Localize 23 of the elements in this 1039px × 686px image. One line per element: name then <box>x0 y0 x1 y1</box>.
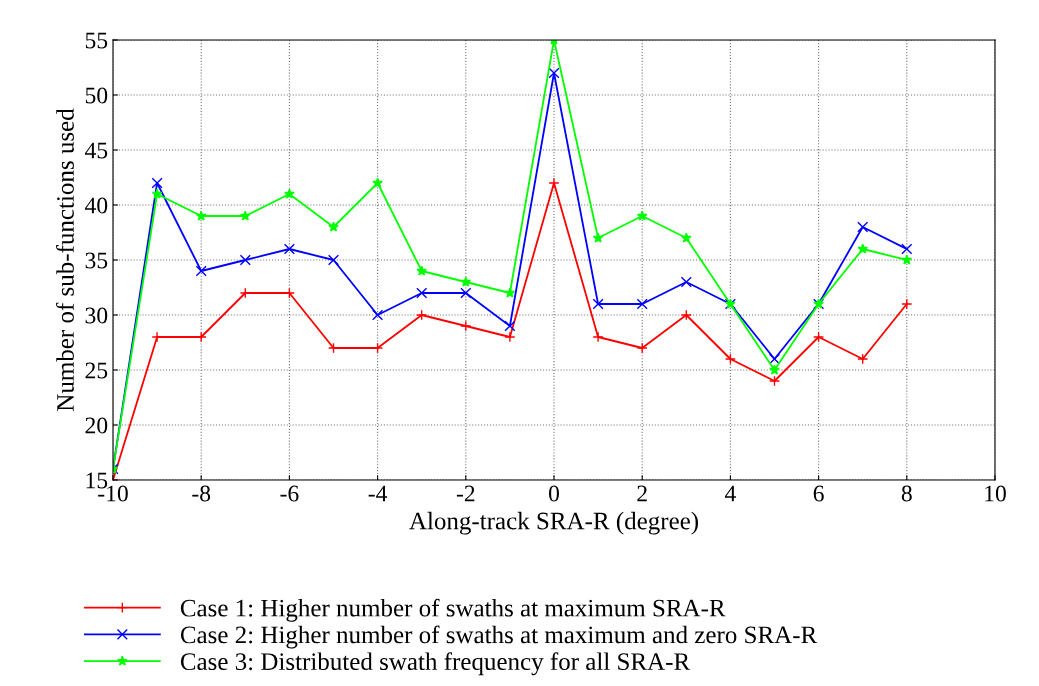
legend-label: Case 1: Higher number of swaths at maximum SRA-R <box>180 598 726 622</box>
y-axis-title: Number of sub-functions used <box>56 108 74 411</box>
y-tick-label: 40 <box>84 197 108 214</box>
y-tick-label: 45 <box>84 142 108 159</box>
x-tick-label: -4 <box>368 485 388 502</box>
y-tick-label: 25 <box>85 362 108 379</box>
x-tick-label: 10 <box>985 485 1006 502</box>
y-tick-label: 35 <box>85 252 108 269</box>
x-tick-label: 2 <box>637 485 647 502</box>
y-tick-label: 50 <box>85 87 108 104</box>
x-tick-label: 8 <box>901 485 912 502</box>
legend-label: Case 3: Distributed swath frequency for all SRA-R <box>180 652 691 676</box>
y-tick-label: 20 <box>85 417 108 434</box>
x-tick-label: -8 <box>192 485 211 502</box>
x-tick-label: -2 <box>456 485 475 502</box>
x-axis-title: Along-track SRA-R (degree) <box>409 511 698 535</box>
x-tick-label: 4 <box>724 485 736 502</box>
legend-label: Case 2: Higher number of swaths at maximum and zero SRA-R <box>180 625 818 649</box>
x-tick-label: 0 <box>549 485 559 502</box>
y-tick-label: 30 <box>85 307 108 324</box>
x-tick-label: 6 <box>813 485 824 502</box>
x-tick-label: -6 <box>280 485 299 502</box>
y-tick-label: 55 <box>85 32 108 49</box>
